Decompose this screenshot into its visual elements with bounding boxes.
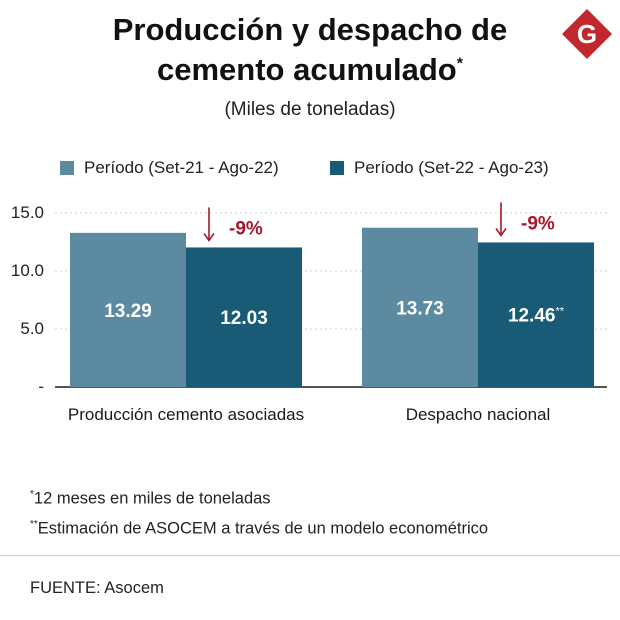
legend-item-1: Período (Set-21 - Ago-22) [60, 158, 279, 178]
footnote-1-marker: * [30, 489, 34, 500]
legend-label-1: Período (Set-21 - Ago-22) [84, 158, 279, 177]
y-tick-label: - [38, 377, 44, 396]
bar-chart: 15.0 10.0 5.0 - 13.29 12.03 -9% Producción ceme… [11, 202, 607, 424]
logo-icon: G [562, 9, 612, 59]
divider [0, 555, 620, 556]
y-tick-label: 5.0 [20, 319, 44, 338]
change-label: -9% [229, 218, 263, 239]
bar [186, 247, 302, 387]
legend-swatch-1 [60, 161, 74, 175]
x-category-label: Despacho nacional [406, 405, 551, 424]
footnote-1-text: 12 meses en miles de toneladas [33, 489, 271, 508]
footnote-2: **Estimación de ASOCEM a través de un mo… [30, 519, 488, 539]
bar-value-label: 12.03 [220, 308, 268, 329]
footnote-2-marker: ** [30, 519, 38, 530]
bar-value-label: 13.73 [396, 298, 444, 319]
title-line-1: Producción y despacho de [112, 12, 508, 47]
y-tick-label: 10.0 [11, 261, 44, 280]
bar [70, 232, 186, 387]
bar [362, 227, 478, 387]
y-tick-label: 15.0 [11, 203, 44, 222]
footnote-2-text: Estimación de ASOCEM a través de un mode… [37, 519, 489, 538]
change-arrow-head [203, 232, 215, 242]
legend-label-2: Período (Set-22 - Ago-23) [354, 158, 549, 177]
title-marker: * [456, 55, 463, 73]
chart-title: Producción y despacho de cemento acumula… [70, 10, 550, 90]
title-line-2: cemento acumulado* [70, 50, 550, 90]
bar [478, 242, 594, 387]
legend-item-2: Período (Set-22 - Ago-23) [330, 158, 549, 178]
x-category-label: Producción cemento asociadas [68, 405, 304, 424]
change-arrow-head [495, 227, 507, 237]
logo-diamond [562, 9, 612, 59]
change-label: -9% [521, 213, 555, 234]
bar-value-label: 12.46** [508, 306, 565, 327]
source-note: FUENTE: Asocem [30, 579, 164, 597]
legend-swatch-2 [330, 161, 344, 175]
chart-subtitle: (Miles de toneladas) [224, 99, 396, 120]
bar-value-label: 13.29 [104, 301, 152, 322]
logo-letter: G [577, 19, 597, 49]
title-line-2-text: cemento acumulado [157, 52, 457, 87]
footnote-1: *12 meses en miles de toneladas [30, 489, 271, 509]
